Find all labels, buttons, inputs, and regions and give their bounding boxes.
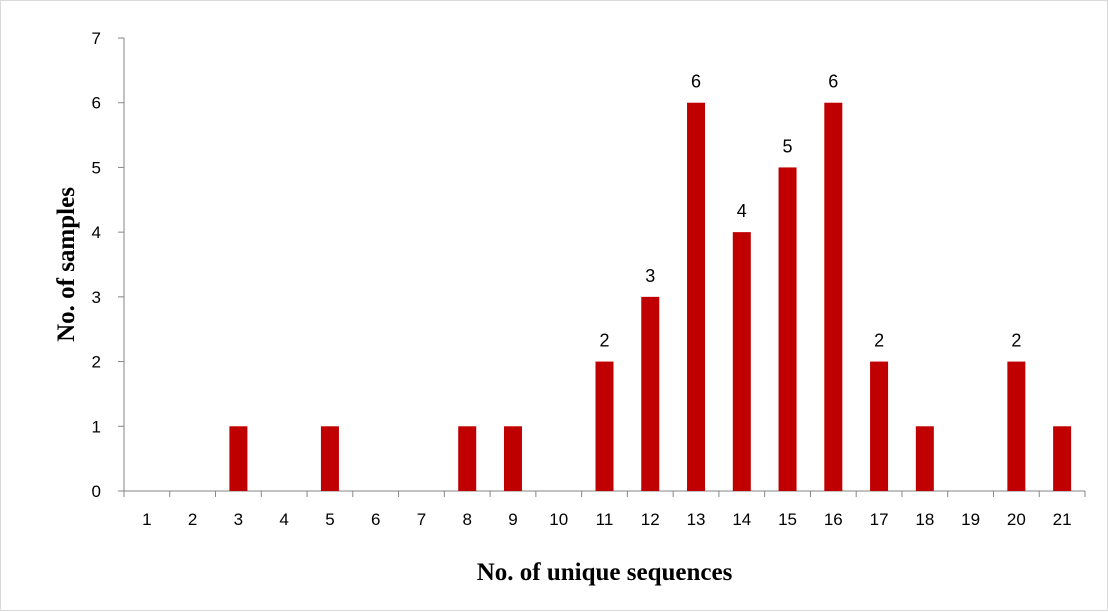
bar-15: [778, 167, 797, 491]
data-label-20: 2: [1011, 331, 1021, 351]
data-label-17: 2: [874, 331, 884, 351]
y-tick-label: 2: [92, 353, 101, 372]
bar-13: [687, 102, 706, 491]
x-tick-label: 10: [549, 510, 568, 529]
x-tick-label: 2: [188, 510, 197, 529]
bar-14: [732, 232, 751, 491]
bar-18: [915, 426, 934, 491]
x-tick-label: 19: [961, 510, 980, 529]
x-tick-label: 11: [596, 510, 614, 529]
x-tick-label: 20: [1007, 510, 1026, 529]
y-tick-label: 1: [92, 417, 101, 436]
bar-5: [320, 426, 339, 491]
x-tick-label: 15: [778, 510, 797, 529]
bar-11: [595, 361, 614, 491]
data-label-13: 6: [691, 72, 701, 92]
x-tick-label: 21: [1053, 510, 1072, 529]
x-tick-label: 18: [915, 510, 934, 529]
data-label-15: 5: [783, 136, 793, 156]
x-tick-label: 14: [732, 510, 751, 529]
x-tick-label: 8: [462, 510, 471, 529]
bar-20: [1007, 361, 1026, 491]
bar-16: [824, 102, 843, 491]
bar-12: [641, 296, 660, 491]
data-label-14: 4: [737, 201, 747, 221]
x-tick-label: 16: [824, 510, 843, 529]
data-label-16: 6: [828, 72, 838, 92]
x-tick-label: 12: [641, 510, 660, 529]
y-axis-title: No. of samples: [53, 187, 80, 342]
x-tick-label: 9: [508, 510, 517, 529]
bars: [229, 102, 1072, 491]
bar-17: [870, 361, 889, 491]
y-tick-label: 5: [92, 158, 101, 177]
x-axis-title: No. of unique sequences: [477, 559, 733, 586]
x-tick-label: 17: [870, 510, 889, 529]
y-tick-label: 0: [92, 482, 101, 501]
bar-3: [229, 426, 248, 491]
x-tick-label: 5: [325, 510, 334, 529]
bar-9: [503, 426, 522, 491]
y-tick-label: 6: [92, 94, 101, 113]
x-tick-label: 1: [142, 510, 151, 529]
y-tick-label: 4: [92, 223, 101, 242]
bar-21: [1053, 426, 1072, 491]
data-label-12: 3: [645, 266, 655, 286]
data-label-11: 2: [599, 331, 609, 351]
x-tick-label: 4: [279, 510, 288, 529]
x-tick-label: 7: [417, 510, 426, 529]
x-tick-label: 3: [234, 510, 243, 529]
data-labels: 2 3 6 4 5 6 2 2: [599, 72, 1021, 351]
bar-8: [458, 426, 477, 491]
y-tick-label: 7: [92, 29, 101, 48]
y-tick-label: 3: [92, 288, 101, 307]
x-tick-label: 13: [687, 510, 706, 529]
x-tick-label: 6: [371, 510, 380, 529]
